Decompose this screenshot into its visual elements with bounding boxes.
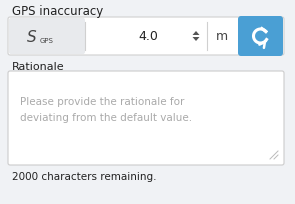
Text: 2000 characters remaining.: 2000 characters remaining. (12, 171, 157, 181)
Text: Rationale: Rationale (12, 62, 65, 72)
FancyBboxPatch shape (8, 72, 284, 165)
Text: m: m (216, 30, 228, 43)
Text: $\mathit{S}$: $\mathit{S}$ (26, 29, 37, 45)
Text: deviating from the default value.: deviating from the default value. (20, 112, 192, 122)
Polygon shape (193, 38, 199, 42)
Polygon shape (193, 32, 199, 36)
Text: GPS: GPS (40, 38, 54, 44)
Text: 4.0: 4.0 (138, 30, 158, 43)
FancyBboxPatch shape (238, 17, 283, 57)
Text: Please provide the rationale for: Please provide the rationale for (20, 96, 184, 106)
FancyBboxPatch shape (8, 18, 284, 56)
Text: GPS inaccuracy: GPS inaccuracy (12, 4, 103, 17)
FancyBboxPatch shape (9, 19, 85, 55)
